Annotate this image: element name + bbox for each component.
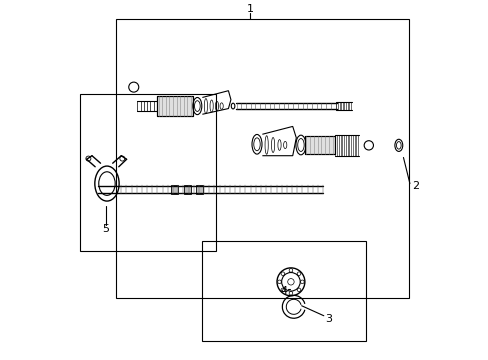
Bar bbox=[304, 136, 334, 154]
Bar bbox=[171, 185, 178, 194]
Text: 2: 2 bbox=[411, 181, 418, 192]
Text: 5: 5 bbox=[102, 224, 109, 234]
Text: 4: 4 bbox=[280, 286, 287, 296]
Bar bbox=[80, 94, 216, 251]
Bar bbox=[157, 96, 192, 116]
Bar bbox=[183, 185, 190, 194]
Bar bbox=[116, 19, 408, 298]
Bar bbox=[304, 136, 334, 154]
Bar bbox=[157, 96, 192, 116]
Text: 3: 3 bbox=[325, 314, 331, 324]
Text: 1: 1 bbox=[246, 4, 253, 14]
Bar bbox=[201, 241, 365, 341]
Bar bbox=[196, 185, 203, 194]
